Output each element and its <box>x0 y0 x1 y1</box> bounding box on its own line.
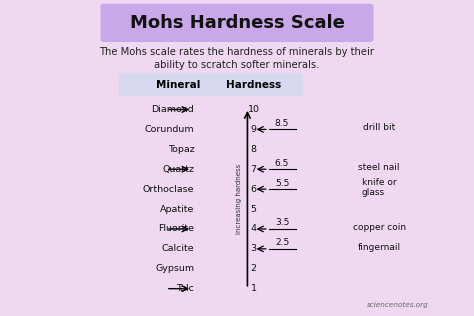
Text: knife or
glass: knife or glass <box>362 178 397 197</box>
Text: sciencenotes.org: sciencenotes.org <box>367 302 429 308</box>
Text: Diamond: Diamond <box>152 105 194 114</box>
Text: Mohs Hardness Scale: Mohs Hardness Scale <box>129 14 345 32</box>
Text: 6.5: 6.5 <box>275 159 289 167</box>
Text: 5.5: 5.5 <box>275 179 289 187</box>
Text: copper coin: copper coin <box>353 223 406 232</box>
Text: 3.5: 3.5 <box>275 218 289 227</box>
Text: Quartz: Quartz <box>162 165 194 174</box>
Text: Apatite: Apatite <box>160 204 194 214</box>
Text: 7: 7 <box>251 165 256 174</box>
Text: 9: 9 <box>251 125 256 134</box>
Text: 8: 8 <box>251 145 256 154</box>
Text: 1: 1 <box>251 284 256 293</box>
Text: 2: 2 <box>251 264 256 273</box>
Text: 3: 3 <box>251 244 256 253</box>
Text: Hardness: Hardness <box>226 80 281 89</box>
Text: 8.5: 8.5 <box>275 119 289 128</box>
Text: 2.5: 2.5 <box>275 238 289 247</box>
Text: 10: 10 <box>247 105 260 114</box>
Text: Corundum: Corundum <box>145 125 194 134</box>
Text: Fluorite: Fluorite <box>158 224 194 234</box>
Text: Gypsum: Gypsum <box>155 264 194 273</box>
Text: Orthoclase: Orthoclase <box>143 185 194 194</box>
Text: 5: 5 <box>251 204 256 214</box>
Text: 4: 4 <box>251 224 256 234</box>
Text: increasing hardness: increasing hardness <box>236 164 242 234</box>
Text: steel nail: steel nail <box>358 163 400 172</box>
Text: The Mohs scale rates the hardness of minerals by their
ability to scratch softer: The Mohs scale rates the hardness of min… <box>100 47 374 70</box>
Text: Topaz: Topaz <box>168 145 194 154</box>
Text: Mineral: Mineral <box>155 80 200 89</box>
Text: fingernail: fingernail <box>358 243 401 252</box>
Text: Talc: Talc <box>176 284 194 293</box>
Text: 6: 6 <box>251 185 256 194</box>
Text: Calcite: Calcite <box>162 244 194 253</box>
Text: drill bit: drill bit <box>363 123 395 132</box>
